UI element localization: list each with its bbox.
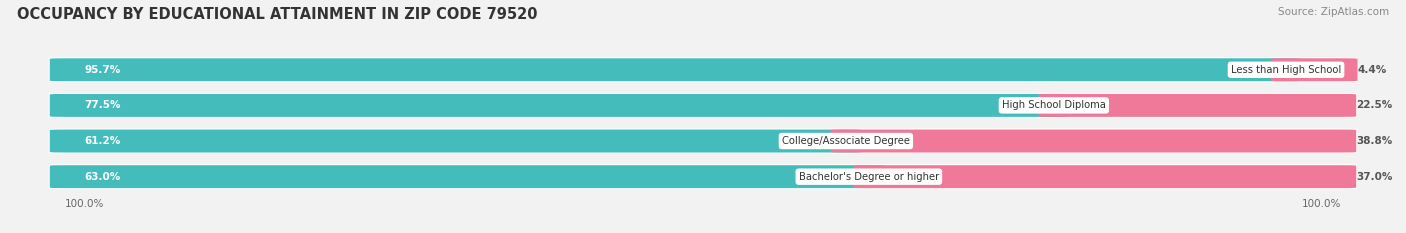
Text: 100.0%: 100.0% [65, 199, 104, 209]
Text: 63.0%: 63.0% [84, 172, 121, 182]
Text: 4.4%: 4.4% [1358, 65, 1386, 75]
FancyBboxPatch shape [853, 165, 1357, 188]
Text: 38.8%: 38.8% [1357, 136, 1392, 146]
FancyBboxPatch shape [49, 94, 1069, 117]
FancyBboxPatch shape [49, 165, 1357, 188]
Text: 95.7%: 95.7% [84, 65, 121, 75]
Text: 100.0%: 100.0% [1302, 199, 1341, 209]
Text: College/Associate Degree: College/Associate Degree [782, 136, 910, 146]
Text: OCCUPANCY BY EDUCATIONAL ATTAINMENT IN ZIP CODE 79520: OCCUPANCY BY EDUCATIONAL ATTAINMENT IN Z… [17, 7, 537, 22]
Text: Source: ZipAtlas.com: Source: ZipAtlas.com [1278, 7, 1389, 17]
FancyBboxPatch shape [49, 130, 1357, 153]
FancyBboxPatch shape [1039, 94, 1357, 117]
FancyBboxPatch shape [49, 165, 884, 188]
FancyBboxPatch shape [49, 58, 1302, 81]
Text: 22.5%: 22.5% [1357, 100, 1392, 110]
FancyBboxPatch shape [49, 94, 1357, 117]
FancyBboxPatch shape [831, 130, 1357, 153]
Text: Less than High School: Less than High School [1230, 65, 1341, 75]
FancyBboxPatch shape [49, 130, 862, 153]
Text: Bachelor's Degree or higher: Bachelor's Degree or higher [799, 172, 939, 182]
Text: High School Diploma: High School Diploma [1002, 100, 1105, 110]
Text: 37.0%: 37.0% [1357, 172, 1392, 182]
FancyBboxPatch shape [1271, 58, 1358, 81]
FancyBboxPatch shape [49, 58, 1357, 81]
Text: 61.2%: 61.2% [84, 136, 121, 146]
Text: 77.5%: 77.5% [84, 100, 121, 110]
